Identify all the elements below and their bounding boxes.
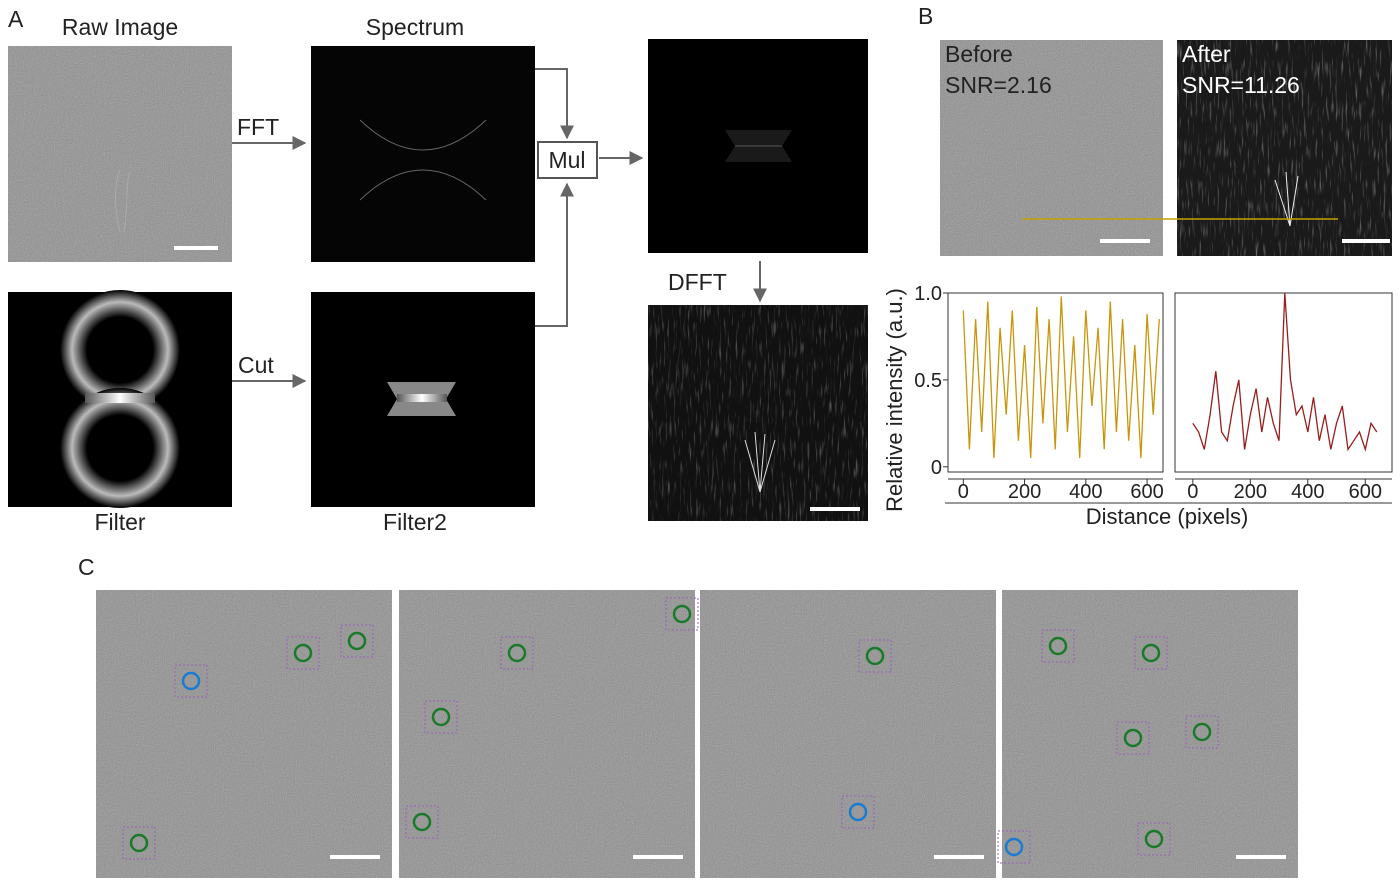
panel-label: B (918, 3, 933, 29)
series-line (1192, 292, 1378, 452)
x-tick-label: 200 (1234, 481, 1267, 503)
detection (1004, 837, 1024, 857)
detection (1048, 636, 1068, 656)
y-tick-label: 0.5 (914, 370, 942, 392)
x-tick-label: 600 (1130, 481, 1163, 503)
detection-box (858, 639, 892, 673)
image-label: SNR=2.16 (945, 72, 1052, 98)
series-line (962, 296, 1160, 459)
image-title: Filter2 (383, 509, 447, 535)
arrow-label: DFFT (668, 269, 727, 295)
detection-box (841, 795, 875, 829)
detection-box (1116, 721, 1150, 755)
detection (672, 604, 692, 624)
image-title: Filter (94, 509, 145, 535)
detection-box (1134, 636, 1168, 670)
y-tick-label: 1.0 (914, 283, 942, 305)
detection-box (500, 636, 534, 670)
image-title: Raw Image (62, 14, 178, 40)
arrow-label: Cut (238, 352, 274, 378)
charts: 0 200 400 600 0 0.5 1.0 Relative intensity (a.u… (882, 283, 1393, 529)
detection (1141, 643, 1161, 663)
box-label: Mul (548, 147, 585, 173)
detection-box (1185, 715, 1219, 749)
detection (848, 802, 868, 822)
micrograph-noise (700, 590, 996, 878)
panel-label: C (78, 554, 95, 580)
micrograph-noise (1002, 590, 1298, 878)
detection (1144, 829, 1164, 849)
x-tick-label: 400 (1291, 481, 1324, 503)
micrograph-noise (96, 590, 392, 878)
detection-box (1041, 629, 1075, 663)
detection-box (122, 826, 156, 860)
detection-box (174, 664, 208, 698)
panel-a-images (8, 39, 868, 521)
image-label: After (1182, 41, 1231, 67)
image-title: Spectrum (366, 14, 464, 40)
panel-label: A (8, 6, 24, 32)
detection-box (1137, 822, 1171, 856)
x-tick-label: 400 (1069, 481, 1102, 503)
x-tick-label: 200 (1008, 481, 1041, 503)
detection (431, 707, 451, 727)
detection (1192, 722, 1212, 742)
detection-box (405, 805, 439, 839)
detection-box (424, 700, 458, 734)
detection (865, 646, 885, 666)
panel-c-images (96, 590, 1298, 878)
x-tick-label: 600 (1349, 481, 1382, 503)
micrograph-noise (399, 590, 695, 878)
detection (412, 812, 432, 832)
image-label: SNR=11.26 (1182, 72, 1300, 98)
detection (293, 643, 313, 663)
detection (1123, 728, 1143, 748)
detection-box (997, 830, 1031, 864)
y-tick-label: 0 (931, 457, 942, 479)
detection-box (340, 624, 374, 658)
detection (507, 643, 527, 663)
detection (129, 833, 149, 853)
x-tick-label: 0 (958, 481, 969, 503)
y-axis-label: Relative intensity (a.u.) (882, 288, 907, 512)
plot-frame (1174, 292, 1393, 473)
detection (347, 631, 367, 651)
plot-frame (947, 292, 1164, 473)
panel-b-images (940, 40, 1392, 256)
x-axis-label: Distance (pixels) (1086, 504, 1249, 529)
x-tick-label: 0 (1187, 481, 1198, 503)
detection-box (286, 636, 320, 670)
image-label: Before (945, 41, 1013, 67)
detection (181, 671, 201, 691)
arrow-label: FFT (237, 114, 279, 140)
detection-box (665, 597, 699, 631)
